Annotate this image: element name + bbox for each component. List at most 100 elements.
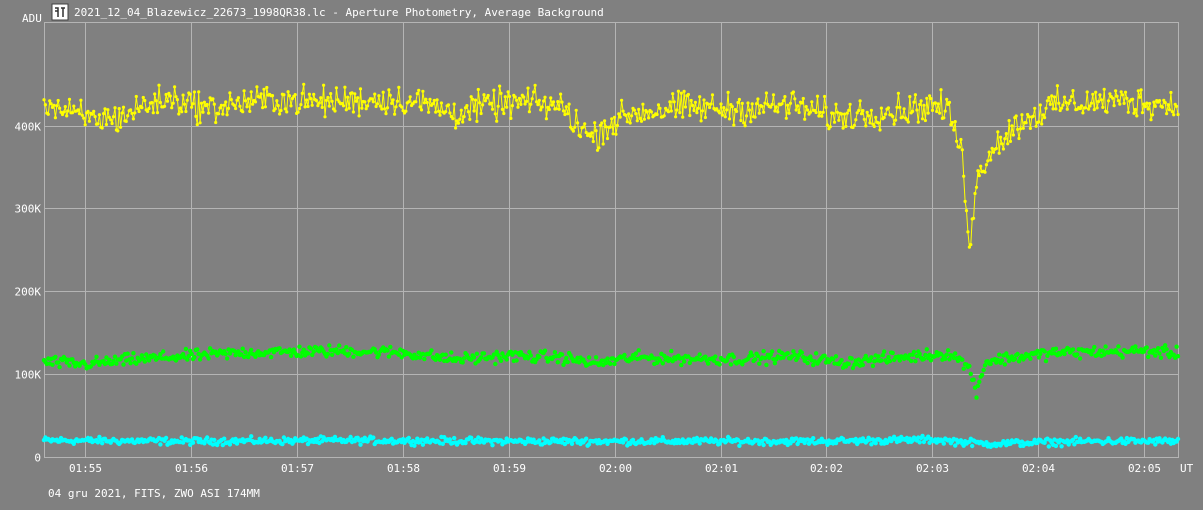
data-point (731, 354, 736, 360)
data-point (1146, 354, 1151, 360)
data-point (375, 102, 380, 106)
data-point (717, 441, 722, 446)
data-point (788, 441, 793, 446)
data-point (100, 126, 104, 130)
data-point (929, 97, 933, 101)
data-point (124, 119, 128, 123)
data-point (1061, 103, 1065, 107)
data-point (686, 92, 691, 97)
x-tick-label: 02:05 (1128, 462, 1161, 475)
data-point (1115, 94, 1119, 98)
data-point (111, 358, 116, 364)
data-point (42, 98, 46, 102)
data-point (845, 111, 849, 115)
data-point (374, 104, 378, 109)
data-point (634, 112, 638, 116)
data-point (1004, 132, 1008, 136)
data-point (756, 97, 760, 101)
data-point (1036, 355, 1042, 360)
data-point (614, 132, 618, 136)
data-point (760, 104, 764, 108)
data-point (53, 116, 58, 120)
data-point (168, 94, 172, 98)
data-point (229, 98, 233, 102)
data-point (1126, 110, 1130, 114)
data-point (573, 125, 577, 129)
data-point (859, 359, 864, 364)
data-point (696, 106, 700, 110)
data-point (296, 110, 300, 114)
data-point (246, 354, 251, 360)
data-point (171, 101, 175, 105)
data-point (743, 124, 747, 128)
data-point (242, 89, 246, 93)
data-point (928, 358, 934, 363)
data-point (692, 108, 696, 113)
data-point (322, 83, 326, 87)
data-point (994, 146, 998, 151)
data-point (853, 436, 858, 442)
data-point (605, 356, 610, 361)
data-point (1141, 349, 1147, 354)
data-point (593, 121, 597, 125)
data-point (999, 358, 1005, 363)
data-point (158, 442, 163, 447)
data-point (945, 97, 949, 101)
data-point (66, 109, 70, 113)
data-point (1111, 96, 1115, 100)
data-point (693, 100, 698, 104)
data-point (808, 110, 813, 114)
app-icon[interactable] (51, 3, 69, 21)
data-point (861, 109, 865, 113)
data-point (865, 110, 869, 114)
data-point (158, 100, 162, 105)
data-point (214, 120, 218, 125)
data-point (262, 87, 266, 91)
data-point (727, 117, 732, 121)
data-point (424, 97, 428, 101)
data-point (1136, 89, 1140, 93)
data-point (60, 112, 65, 117)
data-point (469, 95, 473, 99)
x-tick-label: 01:59 (493, 462, 526, 475)
data-point (839, 358, 844, 363)
data-point (542, 348, 548, 353)
data-point (444, 110, 448, 114)
data-point (107, 357, 112, 362)
data-point (514, 358, 519, 363)
data-point (457, 356, 462, 361)
data-point (815, 94, 820, 98)
data-point (1020, 113, 1024, 117)
data-point (286, 90, 290, 94)
data-point (119, 125, 123, 129)
data-point (868, 121, 872, 125)
data-point (225, 113, 229, 117)
data-point (1010, 124, 1014, 128)
data-point (404, 109, 408, 113)
title-bar: 2021_12_04_Blazewicz_22673_1998QR38.lc -… (51, 3, 604, 21)
data-point (356, 96, 360, 100)
data-point (147, 106, 151, 111)
data-point (557, 107, 561, 111)
data-point (1157, 351, 1162, 356)
data-point (327, 104, 331, 108)
data-point (967, 363, 972, 369)
data-point (960, 357, 965, 362)
data-point (95, 440, 101, 445)
data-point (668, 100, 672, 104)
data-point (1041, 113, 1045, 117)
data-point (1094, 90, 1098, 94)
data-point (308, 346, 313, 351)
data-point (710, 93, 715, 97)
data-point (600, 121, 604, 125)
data-point (713, 354, 718, 359)
data-point (608, 125, 612, 129)
data-point (1028, 356, 1033, 361)
data-point (1016, 127, 1020, 131)
data-point (761, 349, 766, 354)
data-point (852, 123, 857, 127)
data-point (688, 113, 692, 118)
data-point (265, 85, 269, 90)
data-point (1116, 99, 1120, 103)
data-point (164, 92, 168, 97)
